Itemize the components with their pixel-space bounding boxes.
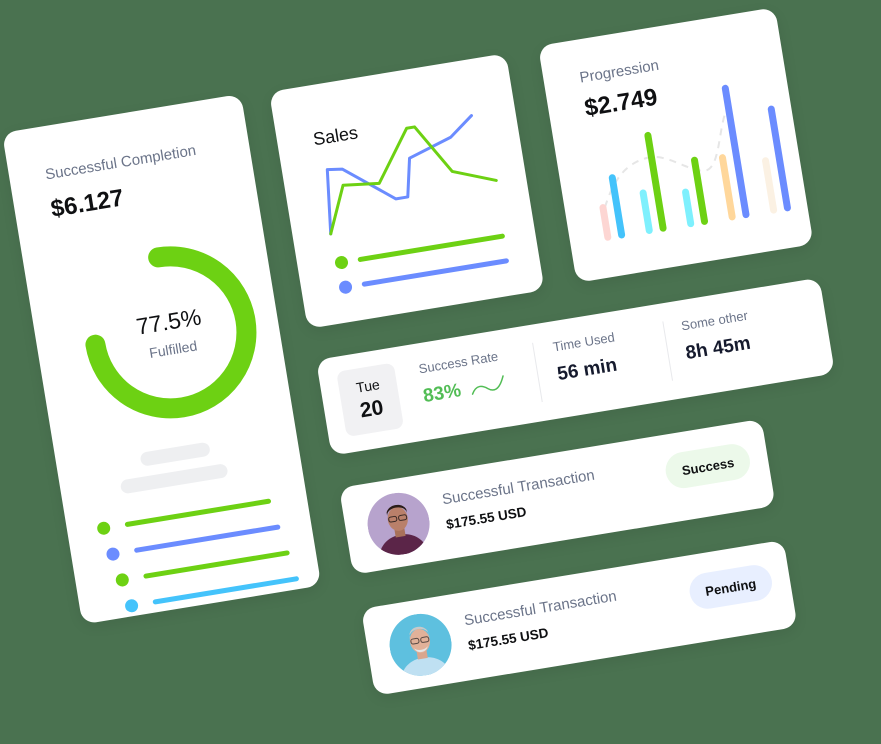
transaction-card[interactable]: Successful Transaction $175.55 USD Succe… <box>339 418 776 575</box>
transaction-amount: $175.55 USD <box>445 504 528 533</box>
completion-donut-chart <box>85 246 257 419</box>
stat-value: 83% <box>421 380 463 407</box>
divider <box>532 342 543 403</box>
legend-dot <box>105 546 121 562</box>
skeleton-line <box>139 441 211 467</box>
donut-caption: Fulfilled <box>148 336 199 361</box>
progression-card: Progression $2.749 <box>538 7 814 283</box>
skeleton-line <box>119 463 229 495</box>
legend-dot <box>339 280 353 294</box>
stat-label: Some other <box>680 307 749 334</box>
donut-percent: 77.5% <box>134 302 203 340</box>
stat-success-rate: Success Rate 83% <box>418 348 509 408</box>
legend-dot <box>96 520 112 536</box>
legend-line <box>124 498 272 528</box>
completion-card: Successful Completion $6.127 77.5% Fulfi… <box>2 93 322 625</box>
transaction-card[interactable]: Successful Transaction $175.55 USD Pendi… <box>361 539 798 696</box>
status-badge-pending: Pending <box>686 562 775 612</box>
transaction-amount: $175.55 USD <box>467 625 550 654</box>
legend-dot <box>335 256 349 270</box>
avatar <box>384 609 457 681</box>
stat-time-used: Time Used 56 min <box>552 330 621 386</box>
stat-some-other: Some other 8h 45m <box>680 308 754 365</box>
stat-value: 56 min <box>555 354 619 386</box>
divider <box>662 321 674 381</box>
legend-line <box>143 550 290 579</box>
completion-title: Successful Completion <box>43 141 198 184</box>
legend-line <box>152 575 300 605</box>
legend-line <box>133 524 281 554</box>
transaction-title: Successful Transaction <box>462 587 618 630</box>
donut-center: 77.5% Fulfilled <box>62 224 278 440</box>
legend-dot <box>114 572 130 588</box>
stats-card: Tue 20 Success Rate 83% Time Used 56 min… <box>316 277 835 456</box>
completion-value: $6.127 <box>48 184 126 223</box>
date-day-of-week: Tue <box>354 376 381 396</box>
legend-dot <box>124 598 140 614</box>
stat-label: Time Used <box>551 329 616 355</box>
sales-card: Sales <box>269 53 545 329</box>
date-day: 20 <box>358 395 386 423</box>
sales-line-chart <box>325 114 509 294</box>
trend-squiggle-icon <box>471 375 504 395</box>
stat-value: 8h 45m <box>684 332 753 365</box>
avatar <box>362 488 435 560</box>
status-badge-success: Success <box>663 441 753 491</box>
progression-bar-chart <box>599 84 791 241</box>
transaction-title: Successful Transaction <box>440 466 596 509</box>
date-box: Tue 20 <box>336 362 405 438</box>
